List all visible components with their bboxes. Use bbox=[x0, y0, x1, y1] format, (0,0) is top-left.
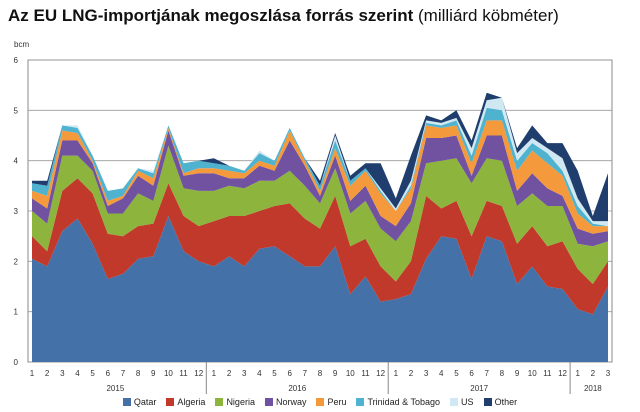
area-algeria bbox=[32, 178, 608, 315]
y-tick-label: 4 bbox=[14, 157, 19, 166]
x-tick-label: 4 bbox=[257, 369, 262, 378]
x-tick-label: 3 bbox=[606, 369, 611, 378]
x-tick-label: 8 bbox=[318, 369, 323, 378]
x-tick-label: 1 bbox=[575, 369, 580, 378]
year-label: 2017 bbox=[470, 384, 488, 393]
x-tick-label: 10 bbox=[528, 369, 537, 378]
legend-swatch bbox=[166, 398, 175, 406]
legend-item: Peru bbox=[316, 397, 346, 407]
legend-item: Nigeria bbox=[215, 397, 255, 407]
x-tick-label: 12 bbox=[558, 369, 567, 378]
x-tick-label: 10 bbox=[346, 369, 355, 378]
area-nigeria bbox=[32, 145, 608, 284]
legend-swatch bbox=[450, 398, 459, 406]
legend-item: US bbox=[450, 397, 474, 407]
y-tick-label: 3 bbox=[14, 207, 19, 216]
x-tick-label: 2 bbox=[45, 369, 50, 378]
x-tick-label: 11 bbox=[543, 369, 552, 378]
legend-label: Trinidad & Tobago bbox=[367, 397, 441, 407]
legend-swatch bbox=[356, 398, 365, 406]
x-tick-label: 3 bbox=[60, 369, 65, 378]
x-tick-label: 3 bbox=[424, 369, 429, 378]
x-tick-label: 5 bbox=[90, 369, 95, 378]
legend-label: Other bbox=[494, 397, 518, 407]
year-label: 2018 bbox=[584, 384, 602, 393]
legend-label: Qatar bbox=[133, 397, 157, 407]
chart-title-unit: (milliárd köbméter) bbox=[418, 6, 559, 25]
y-tick-label: 0 bbox=[14, 358, 19, 367]
x-tick-label: 7 bbox=[121, 369, 126, 378]
legend-label: Nigeria bbox=[226, 397, 255, 407]
x-tick-label: 1 bbox=[30, 369, 35, 378]
area-qatar bbox=[32, 216, 608, 362]
x-tick-label: 1 bbox=[394, 369, 399, 378]
legend-swatch bbox=[122, 398, 131, 406]
x-tick-label: 3 bbox=[242, 369, 247, 378]
x-tick-label: 4 bbox=[75, 369, 80, 378]
x-tick-label: 5 bbox=[454, 369, 459, 378]
legend-label: Peru bbox=[327, 397, 347, 407]
x-tick-label: 10 bbox=[164, 369, 173, 378]
legend-swatch bbox=[483, 398, 492, 406]
x-tick-label: 4 bbox=[439, 369, 444, 378]
x-tick-label: 9 bbox=[333, 369, 338, 378]
chart-legend: Qatar Algeria Nigeria Norway Peru Trinidad & … bbox=[0, 397, 640, 407]
legend-item: Other bbox=[483, 397, 518, 407]
x-tick-label: 8 bbox=[500, 369, 505, 378]
y-tick-label: 1 bbox=[14, 308, 19, 317]
x-tick-label: 12 bbox=[376, 369, 385, 378]
y-tick-label: 6 bbox=[14, 56, 19, 65]
legend-label: Norway bbox=[275, 397, 307, 407]
x-tick-label: 11 bbox=[361, 369, 370, 378]
legend-item: Algeria bbox=[166, 397, 205, 407]
year-label: 2016 bbox=[288, 384, 306, 393]
x-tick-label: 6 bbox=[469, 369, 474, 378]
area-peru bbox=[32, 120, 608, 234]
x-tick-label: 6 bbox=[106, 369, 111, 378]
x-tick-label: 2 bbox=[409, 369, 414, 378]
legend-label: Algeria bbox=[177, 397, 206, 407]
chart-title: Az EU LNG-importjának megoszlása forrás … bbox=[8, 6, 559, 26]
x-tick-label: 2 bbox=[227, 369, 232, 378]
y-axis-unit-label: bcm bbox=[14, 40, 30, 49]
x-tick-label: 5 bbox=[272, 369, 277, 378]
y-tick-label: 2 bbox=[14, 257, 19, 266]
chart-title-main: Az EU LNG-importjának megoszlása forrás … bbox=[8, 6, 414, 25]
x-tick-label: 12 bbox=[194, 369, 203, 378]
x-tick-label: 6 bbox=[287, 369, 292, 378]
year-label: 2015 bbox=[106, 384, 124, 393]
legend-item: Trinidad & Tobago bbox=[356, 397, 440, 407]
y-tick-label: 5 bbox=[14, 106, 19, 115]
legend-swatch bbox=[215, 398, 224, 406]
legend-item: Qatar bbox=[122, 397, 157, 407]
legend-swatch bbox=[316, 398, 325, 406]
x-tick-label: 11 bbox=[179, 369, 188, 378]
x-tick-label: 9 bbox=[151, 369, 156, 378]
x-tick-label: 2 bbox=[591, 369, 596, 378]
x-tick-label: 9 bbox=[515, 369, 520, 378]
legend-swatch bbox=[264, 398, 273, 406]
legend-label: US bbox=[461, 397, 474, 407]
x-tick-label: 8 bbox=[136, 369, 141, 378]
legend-item: Norway bbox=[264, 397, 307, 407]
x-tick-label: 7 bbox=[303, 369, 308, 378]
x-tick-label: 7 bbox=[485, 369, 490, 378]
x-tick-label: 1 bbox=[212, 369, 217, 378]
area-norway bbox=[32, 130, 608, 247]
